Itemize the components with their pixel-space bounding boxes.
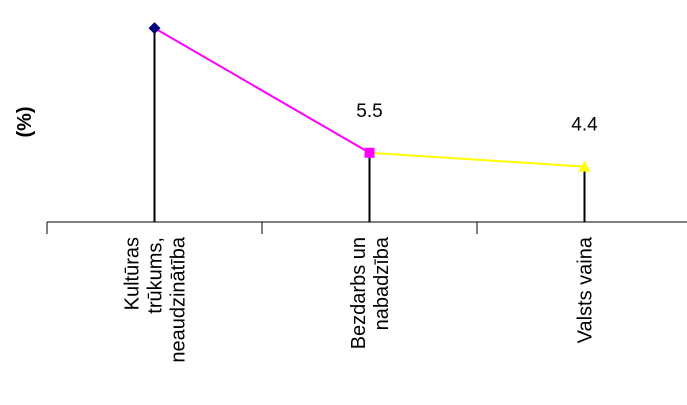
category-label-3-line-1: Valsts vaina: [575, 236, 597, 343]
y-axis-title-group: (%): [14, 106, 36, 137]
data-label-1: 15.4: [136, 0, 173, 5]
y-axis-title: (%): [14, 106, 36, 137]
data-labels: 15.4 5.5 4.4: [136, 0, 598, 136]
category-labels: Kultūras trūkums, neaudzinātība Bezdarbs un…: [122, 236, 597, 363]
category-label-1-line-2: trūkums,: [145, 237, 167, 314]
line-segment-1: [153, 27, 371, 154]
category-label-1: Kultūras trūkums, neaudzinātība: [122, 236, 190, 363]
marker-2-square: [364, 147, 375, 158]
category-label-2-line-1: Bezdarbs un: [348, 237, 370, 349]
line-segment-2: [369, 151, 585, 168]
drop-lines: [153, 28, 586, 222]
data-label-3: 4.4: [571, 115, 598, 136]
category-label-2-line-2: nabadzība: [371, 236, 393, 330]
category-label-1-line-1: Kultūras: [122, 237, 144, 310]
category-label-2: Bezdarbs un nabadzība: [348, 236, 393, 349]
series-line: [153, 27, 585, 168]
data-label-2: 5.5: [356, 101, 382, 122]
category-label-1-line-3: neaudzinātība: [168, 236, 190, 363]
series-markers: [148, 22, 591, 172]
marker-1-diamond: [148, 22, 161, 35]
marker-3-triangle: [578, 160, 591, 172]
x-axis: [46, 221, 687, 234]
category-label-3: Valsts vaina: [575, 236, 597, 343]
